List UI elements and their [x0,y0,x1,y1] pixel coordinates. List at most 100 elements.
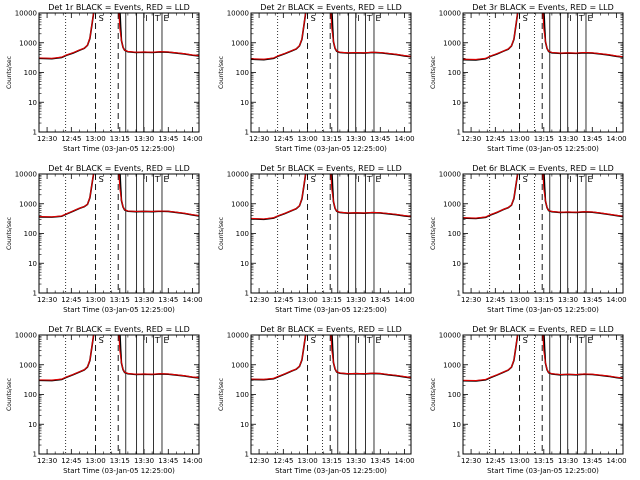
y-tick-label: 10 [28,421,37,429]
detector-panel-5: Det 5r BLACK = Events, RED = LLD Counts/s… [218,164,415,314]
x-tick-label: 13:15 [534,296,554,304]
y-tick-label: 10 [28,99,37,107]
x-tick-label: 13:15 [322,457,342,465]
y-tick-label: 1000 [231,39,249,47]
x-tick-label: 13:15 [534,457,554,465]
series-line-events [463,13,623,61]
x-tick-label: 12:30 [461,457,481,465]
x-tick-label: 14:00 [182,296,202,304]
detector-panel-6: Det 6r BLACK = Events, RED = LLD Counts/s… [430,164,627,314]
x-tick-label: 13:30 [558,135,578,143]
detector-panel-4: Det 4r BLACK = Events, RED = LLD Counts/s… [6,164,203,314]
x-tick-label: 13:30 [134,296,154,304]
x-tick-label: 13:45 [158,296,178,304]
y-tick-label: 10 [28,260,37,268]
x-tick-label: 12:45 [273,135,293,143]
plot-frame [250,173,412,294]
plot-frame [462,173,624,294]
marker-letter: S [523,175,528,184]
x-axis-label: Start Time (03-Jan-05 12:25:00) [487,467,599,475]
x-tick-label: 13:30 [346,296,366,304]
marker-letter: T [366,14,372,23]
y-tick-label: 10 [240,99,249,107]
series-line-events [251,335,411,381]
series-line-events [251,174,411,221]
x-tick-label: 13:30 [558,457,578,465]
y-axis-label: Counts/sec [430,56,437,89]
x-tick-label: 12:30 [249,296,269,304]
y-tick-label: 1 [245,290,249,298]
series-line-lld [39,174,199,218]
x-tick-label: 13:45 [370,135,390,143]
marker-letter: I [569,175,571,184]
plot-frame [38,12,200,133]
x-tick-label: 13:45 [582,135,602,143]
marker-letter: E [587,14,592,23]
y-tick-label: 1000 [19,361,37,369]
series-line-events [39,335,199,382]
marker-letter: T [154,175,160,184]
series-line-events [463,174,623,220]
y-tick-label: 1000 [231,200,249,208]
y-tick-label: 100 [448,391,461,399]
x-tick-label: 13:00 [297,135,317,143]
plot-frame [38,173,200,294]
x-axis-label: Start Time (03-Jan-05 12:25:00) [63,306,175,314]
y-tick-label: 10000 [439,332,461,340]
marker-letter: E [163,14,168,23]
y-tick-label: 1 [33,129,37,137]
detector-panel-2: Det 2r BLACK = Events, RED = LLD Counts/s… [218,3,415,153]
y-tick-label: 1 [245,451,249,459]
y-tick-label: 10 [452,260,461,268]
x-tick-label: 14:00 [606,296,626,304]
x-tick-label: 12:45 [273,457,293,465]
x-tick-label: 13:45 [158,135,178,143]
marker-letter: T [366,336,372,345]
x-tick-label: 13:30 [134,135,154,143]
y-tick-label: 1000 [231,361,249,369]
y-tick-label: 1000 [443,39,461,47]
series-line-events [463,335,623,382]
y-tick-label: 10000 [439,171,461,179]
y-tick-label: 100 [236,230,249,238]
marker-letter: S [99,14,104,23]
series-line-events [39,13,199,60]
marker-letter: S [523,336,528,345]
x-tick-label: 12:30 [249,457,269,465]
marker-letter: E [587,175,592,184]
x-tick-label: 13:45 [370,296,390,304]
marker-letter: I [569,336,571,345]
y-axis-label: Counts/sec [218,56,225,89]
marker-letter: T [154,336,160,345]
plot-frame [462,334,624,455]
x-tick-label: 12:45 [485,457,505,465]
detector-panel-7: Det 7r BLACK = Events, RED = LLD Counts/s… [6,325,203,475]
y-tick-label: 1000 [443,361,461,369]
x-tick-label: 13:15 [110,457,130,465]
marker-letter: S [99,336,104,345]
panel-title: Det 8r BLACK = Events, RED = LLD [260,325,402,334]
panel-title: Det 9r BLACK = Events, RED = LLD [472,325,614,334]
x-tick-label: 12:45 [61,296,81,304]
y-tick-label: 1000 [443,200,461,208]
y-tick-label: 1 [33,290,37,298]
x-tick-label: 13:15 [110,296,130,304]
x-tick-label: 13:15 [110,135,130,143]
x-tick-label: 14:00 [394,296,414,304]
marker-letter: T [154,14,160,23]
y-tick-label: 10000 [439,10,461,18]
y-tick-label: 10 [240,421,249,429]
x-tick-label: 13:00 [85,457,105,465]
marker-letter: E [375,14,380,23]
y-axis-label: Counts/sec [430,378,437,411]
plot-frame [250,12,412,133]
marker-letter: E [163,175,168,184]
x-axis-label: Start Time (03-Jan-05 12:25:00) [63,145,175,153]
marker-letter: T [578,14,584,23]
x-axis-label: Start Time (03-Jan-05 12:25:00) [487,306,599,314]
x-tick-label: 12:45 [485,296,505,304]
y-tick-label: 10000 [15,171,37,179]
x-tick-label: 12:45 [485,135,505,143]
x-tick-label: 12:45 [61,457,81,465]
